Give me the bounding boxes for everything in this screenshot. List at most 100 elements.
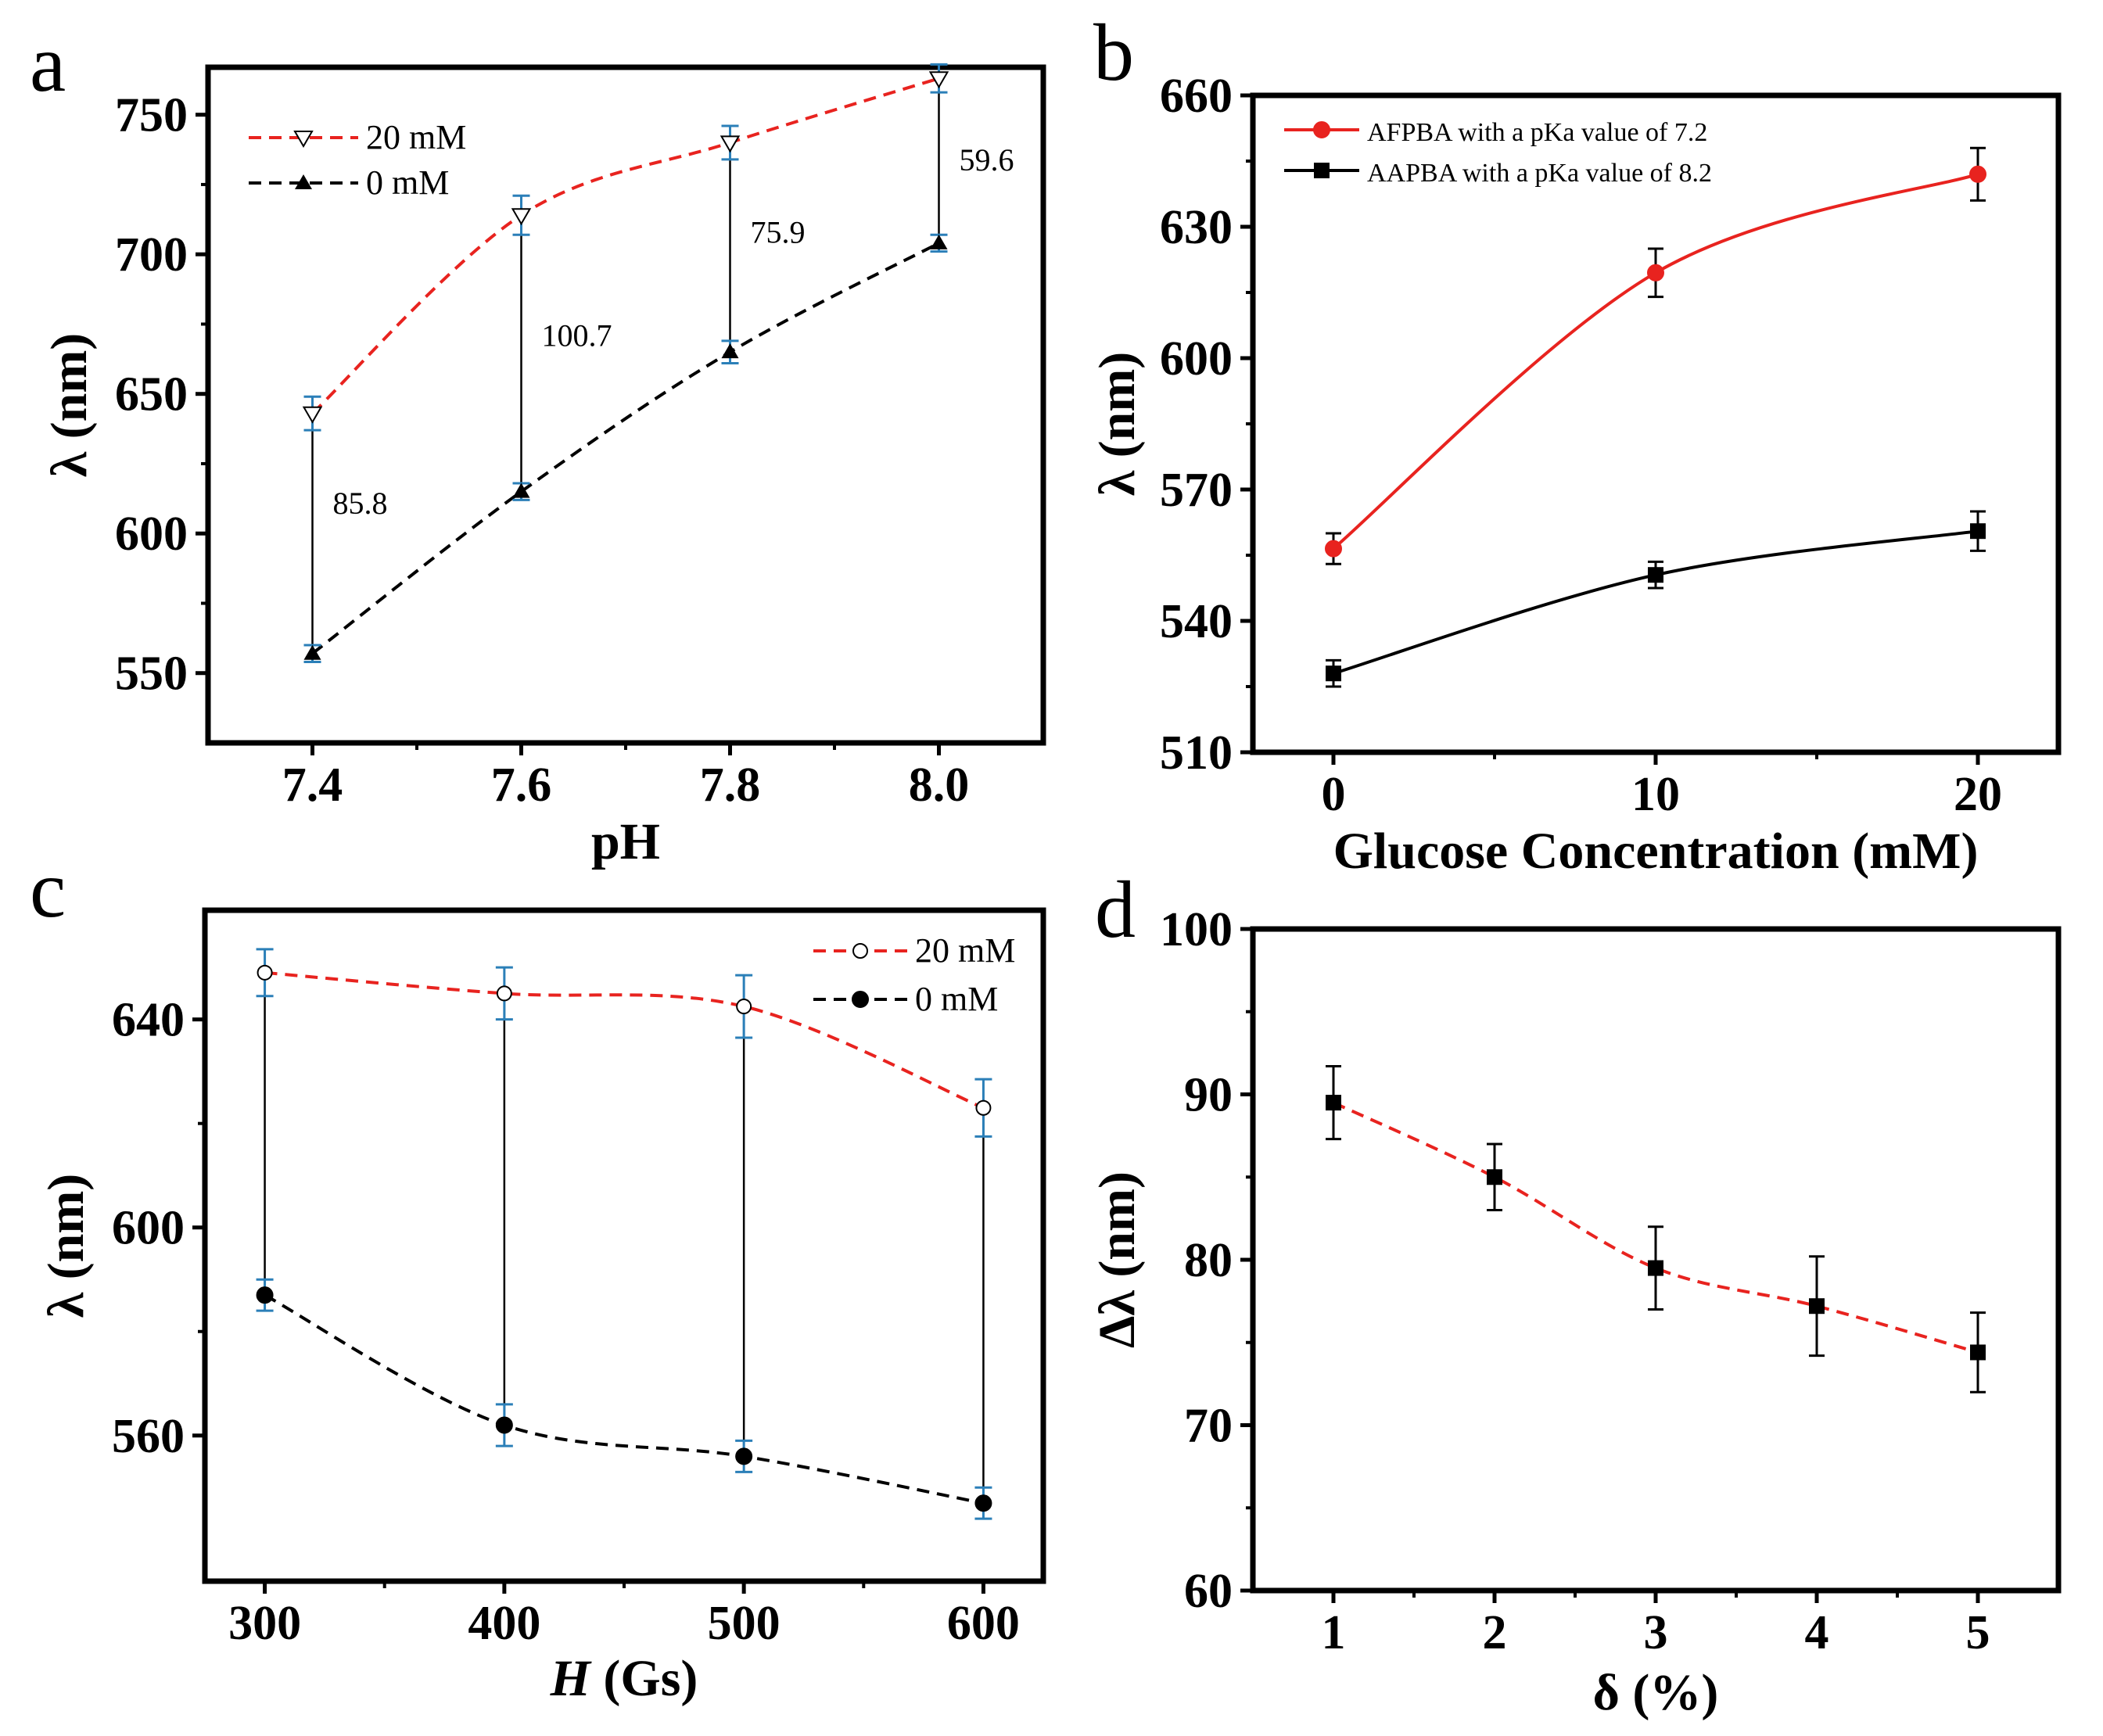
y-tick-label: 600 [112, 1202, 185, 1255]
data-point [1970, 1344, 1986, 1361]
legend-label: AAPBA with a pKa value of 8.2 [1367, 159, 1712, 188]
series-line-1 [264, 970, 985, 1110]
x-tick-label: 2 [1483, 1606, 1507, 1659]
x-tick-label: 7.6 [491, 759, 552, 812]
y-tick-label: 600 [1160, 332, 1233, 386]
data-point [1809, 1298, 1825, 1315]
difference-annotation: 85.8 [333, 486, 388, 521]
x-tick-label: 5 [1966, 1606, 1990, 1659]
y-tick-label: 90 [1184, 1069, 1233, 1122]
x-axis-label: H (Gs) [550, 1650, 698, 1707]
x-tick-label: 20 [1954, 768, 2002, 821]
series-line-2 [1333, 529, 1979, 676]
y-tick-label: 510 [1160, 726, 1233, 780]
panel-letter-d: d [1095, 865, 1136, 955]
data-point [257, 964, 273, 981]
data-point [736, 999, 752, 1015]
y-tick-label: 650 [115, 368, 188, 421]
x-tick-label: 10 [1631, 768, 1680, 821]
x-tick-label: 7.4 [282, 759, 343, 812]
y-tick-label: 80 [1184, 1234, 1233, 1287]
series-line-1 [1333, 1101, 1979, 1354]
data-point [496, 985, 512, 1002]
legend-label: 0 mM [915, 980, 998, 1018]
difference-annotation: 75.9 [751, 215, 806, 250]
chart-panel-b: 0 10 20 510 540 570 600 630 660 Glucose Concentra… [1089, 70, 2062, 880]
y-tick-label: 660 [1160, 70, 1233, 123]
legend-label: 20 mM [366, 118, 466, 156]
data-point [1969, 165, 1986, 183]
y-tick-label: 100 [1160, 903, 1233, 956]
data-point [975, 1099, 992, 1116]
data-point [1648, 567, 1663, 583]
data-point [735, 1447, 753, 1465]
y-tick-label: 60 [1184, 1565, 1233, 1618]
y-axis-label: λ (nm) [41, 333, 98, 478]
difference-annotation: 100.7 [542, 318, 612, 353]
data-point [1326, 1095, 1341, 1111]
data-point [512, 482, 530, 498]
data-point [974, 1494, 992, 1512]
y-tick-label: 630 [1160, 201, 1233, 254]
legend-marker [295, 174, 312, 189]
data-point [1648, 1260, 1663, 1276]
legend-label: AFPBA with a pKa value of 7.2 [1367, 118, 1707, 147]
y-tick-label: 750 [115, 89, 188, 142]
x-tick-label: 400 [468, 1597, 540, 1650]
x-axis-label: pH [591, 813, 660, 870]
y-tick-label: 540 [1160, 595, 1233, 648]
series-line-2 [311, 242, 940, 655]
x-axis-label: Glucose Concentration (mM) [1333, 823, 1979, 880]
data-point [303, 644, 321, 660]
data-point [1325, 540, 1342, 558]
x-tick-label: 600 [947, 1597, 1020, 1650]
x-tick-label: 7.8 [700, 759, 761, 812]
y-tick-label: 70 [1184, 1400, 1233, 1453]
legend-label: 0 mM [366, 163, 449, 202]
data-point [720, 135, 741, 153]
chart-panel-a: 7.4 7.6 7.8 8.0 550 600 650 700 750 pH λ (nm) 85.8 1… [41, 63, 1046, 870]
plot-frame-b [1250, 92, 2062, 755]
x-tick-label: 0 [1322, 768, 1346, 821]
data-point [256, 1286, 274, 1304]
y-tick-label: 700 [115, 228, 188, 282]
legend-marker [293, 131, 314, 148]
data-point [930, 234, 948, 249]
x-tick-label: 3 [1644, 1606, 1668, 1659]
y-tick-label: 600 [115, 508, 188, 561]
plot-frame-a [205, 64, 1046, 746]
data-point [1487, 1169, 1502, 1185]
y-axis-label: λ (nm) [1089, 352, 1146, 497]
data-point [721, 343, 739, 359]
x-axis-label: δ (%) [1593, 1664, 1719, 1721]
legend-marker [852, 943, 868, 959]
data-point [1970, 523, 1986, 540]
y-tick-label: 550 [115, 647, 188, 701]
panel-letter-c: c [30, 845, 66, 934]
y-tick-label: 570 [1160, 464, 1233, 517]
chart-panel-c: 300 400 500 600 560 600 640 H (Gs) λ (nm) 20 mM 0 … [38, 907, 1046, 1707]
x-tick-label: 8.0 [909, 759, 970, 812]
y-tick-label: 560 [112, 1410, 185, 1463]
y-axis-label: λ (nm) [38, 1174, 95, 1318]
x-tick-label: 300 [228, 1597, 301, 1650]
data-point [928, 71, 949, 89]
legend-marker [852, 991, 869, 1008]
difference-annotation: 59.6 [960, 142, 1014, 178]
data-point [302, 406, 323, 424]
data-point [495, 1416, 513, 1434]
x-tick-label: 4 [1805, 1606, 1829, 1659]
series-line-2 [264, 1293, 984, 1505]
x-tick-label: 1 [1322, 1606, 1346, 1659]
legend-label: 20 mM [915, 931, 1015, 970]
legend-marker [1313, 121, 1330, 138]
x-tick-label: 500 [708, 1597, 781, 1650]
legend-marker [1314, 163, 1330, 178]
panel-letter-a: a [30, 19, 66, 109]
y-axis-label: Δλ (nm) [1089, 1171, 1146, 1348]
panel-letter-b: b [1093, 8, 1134, 98]
series-line-1 [1332, 172, 1979, 551]
chart-panel-d: 1 2 3 4 5 60 70 80 90 100 δ (%) Δλ (nm) [1089, 903, 2062, 1721]
data-point [1647, 264, 1664, 282]
